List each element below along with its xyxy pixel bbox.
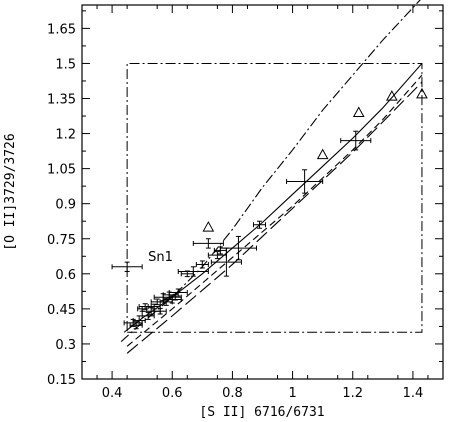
y-axis-label: [O II]3729/3726 [3,133,18,250]
curve-longdash [126,81,423,354]
x-tick-label: 0.8 [222,386,243,401]
data-point [153,307,167,315]
curve-dashed [126,74,423,347]
triangle-point [202,221,215,232]
data-point [219,235,257,261]
x-axis-label: [S II] 6716/6731 [199,405,324,420]
data-point [192,238,224,249]
data-point [111,261,143,272]
data-point [286,169,324,194]
x-tick-label: 0.4 [102,386,123,401]
y-tick-label: 1.35 [47,93,76,108]
curve-dashdot [120,0,421,343]
y-tick-label: 0.3 [55,338,76,353]
y-tick-label: 0.15 [47,373,76,388]
plot-frame [81,4,444,380]
x-tick-label: 1.2 [342,386,363,401]
x-tick-label: 0.6 [162,386,183,401]
triangle-point [386,90,398,101]
axis-ticks [82,5,443,380]
x-tick-label: 1 [288,386,296,401]
data-point [252,220,267,229]
y-tick-label: 1.05 [47,163,76,178]
y-tick-label: 0.75 [47,233,76,248]
axis-tick-labels: 0.4 0.6 0.8 1 1.2 1.4 0.15 0.3 0.45 0.6 0.75 0.9 1.0… [47,22,423,401]
data-point [168,288,188,297]
y-tick-label: 0.45 [47,303,76,318]
data-point [177,266,209,277]
data-point [340,130,372,151]
data-point [132,315,146,326]
data-point [195,260,209,269]
triangle-points [202,87,428,232]
y-tick-label: 1.2 [55,128,76,143]
curve-solid [123,63,423,333]
y-tick-label: 1.5 [55,57,76,72]
triangle-point [416,87,428,99]
y-tick-label: 0.9 [55,198,76,213]
model-curves [120,0,423,354]
data-point [207,251,227,260]
data-point [141,311,155,320]
y-tick-label: 1.65 [47,22,76,37]
triangle-point [316,148,329,160]
error-bar-points [111,130,372,330]
data-point [168,293,182,301]
annotation-sn1: Sn1 [148,250,173,265]
y-tick-label: 0.6 [55,268,76,283]
triangle-point [352,106,365,118]
x-tick-label: 1.4 [403,386,424,401]
